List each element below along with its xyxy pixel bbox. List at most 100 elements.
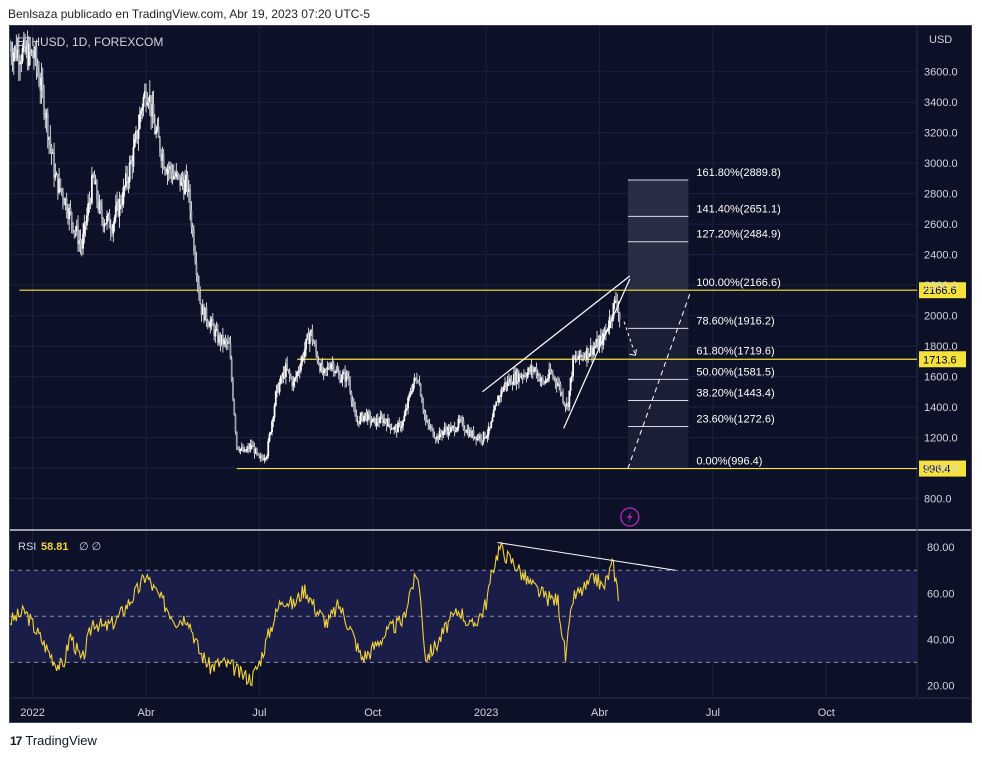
candle-body [393,427,396,430]
candle-body [274,391,277,406]
fib-level-label: 61.80%(1719.6) [696,345,774,357]
candle-body [423,410,426,415]
candle-body [548,369,551,379]
candle-body [344,371,346,382]
candle-body [243,449,246,452]
candle-body [176,172,179,175]
candle-body [421,396,423,403]
candle-body [142,97,145,108]
candle-body [529,367,532,372]
candle-body [180,176,183,186]
candle-body [417,382,420,384]
candle-body [544,380,547,384]
candle-body [79,240,82,245]
price-axis-tick: 3000.0 [924,158,958,170]
candle-body [193,230,195,251]
candle-body [19,62,21,65]
candle-body [83,222,86,234]
candle-body [111,230,113,234]
candle-body [535,367,538,376]
candle-body [480,435,483,441]
time-axis-tick: Abr [591,707,608,719]
candle-body [593,347,596,349]
price-axis-tick: 2400.0 [924,250,958,262]
candle-body [363,415,365,422]
candle-body [295,376,297,379]
lightning-icon [620,507,640,527]
candle-body [509,378,512,384]
candle-body [436,436,438,440]
candle-body [586,348,588,360]
candle-body [232,379,234,400]
candle-body [578,350,581,359]
publication-header: Benlsaza publicado en TradingView.com, A… [8,7,371,21]
candle-body [238,449,241,452]
candle-body [15,45,18,59]
candle-body [237,446,239,450]
candle-body [62,191,64,200]
candle-body [179,174,181,186]
candle-body [266,455,268,459]
footer-brand[interactable]: 17 TradingView [10,733,97,748]
fib-level-label: 141.40%(2651.1) [696,203,780,215]
candle-body [615,299,617,301]
candle-body [278,383,281,393]
candle-body [215,329,218,331]
candle-body [169,166,171,170]
candle-body [138,114,141,129]
candle-body [596,338,598,346]
candle-body [592,348,595,355]
candle-body [457,418,460,428]
time-axis-tick: Jul [706,707,720,719]
candle-body [313,343,316,346]
candle-body [117,201,120,216]
candle-body [301,355,304,363]
candle-body [524,374,527,377]
candle-body [282,371,285,378]
candle-body [502,386,505,392]
candle-body [107,213,110,216]
candle-body [196,275,199,283]
candle-body [287,369,290,371]
candle-body [316,353,319,362]
time-axis-tick: Jul [252,707,266,719]
chart-frame[interactable]: 0.00%(996.4) 23.60%(1272.6) 38.20%(1443.4)… [9,25,972,723]
candle-body [589,345,592,354]
candle-body [497,395,500,403]
candle-body [14,45,16,53]
candle-body [92,174,95,176]
candle-body [466,429,469,433]
candle-body [485,437,488,439]
candle-body [434,438,437,440]
candle-body [75,225,78,232]
candle-body [132,147,135,167]
candle-body [481,440,484,442]
candle-body [370,421,373,423]
candle-body [277,384,280,393]
candle-body [73,230,76,232]
candle-body [516,371,519,383]
candle-body [371,418,374,422]
candle-body [17,49,20,65]
candle-body [53,152,55,178]
candle-body [210,319,213,323]
candle-body [308,333,311,344]
projection-arrow-head [629,349,637,356]
candle-body [30,51,33,53]
candle-body [153,123,156,134]
price-axis-tick: 2600.0 [924,219,958,231]
candle-body [208,324,210,328]
chart-canvas[interactable]: 0.00%(996.4) 23.60%(1272.6) 38.20%(1443.4)… [10,26,971,722]
candle-body [108,213,111,228]
candle-body [20,61,23,63]
candle-body [233,399,236,415]
candle-body [414,377,417,379]
candle-body [181,176,184,183]
candle-body [44,114,47,118]
candle-body [374,417,377,426]
candle-body [155,130,158,134]
candle-body [490,421,493,429]
candle-body [271,421,273,433]
candle-body [618,312,621,320]
candle-body [293,378,296,382]
